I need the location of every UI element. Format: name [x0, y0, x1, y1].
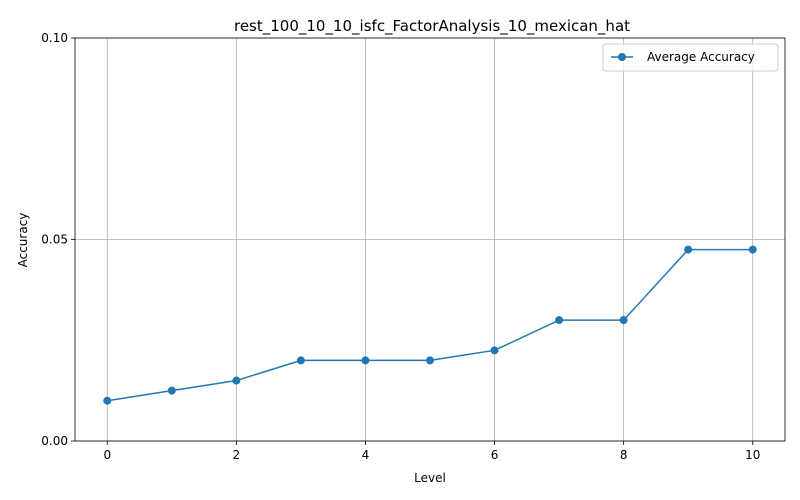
x-tick-label: 8 — [620, 448, 628, 462]
legend-label-average-accuracy: Average Accuracy — [647, 50, 755, 64]
chart-title: rest_100_10_10_isfc_FactorAnalysis_10_me… — [234, 17, 630, 36]
data-point — [296, 356, 305, 365]
grid — [75, 37, 785, 442]
x-tick-label: 4 — [362, 448, 370, 462]
data-point — [490, 346, 499, 355]
legend: Average Accuracy — [602, 43, 779, 72]
y-tick-label: 0.05 — [41, 233, 68, 247]
x-tick-label: 0 — [103, 448, 111, 462]
legend-box — [602, 43, 779, 72]
data-point — [232, 376, 241, 385]
series-line — [107, 248, 753, 402]
x-axis-label: Level — [414, 471, 446, 485]
data-point — [748, 245, 757, 254]
data-point — [103, 396, 112, 405]
data-point — [426, 356, 434, 365]
y-tick-label: 0.10 — [41, 31, 68, 45]
data-point — [361, 356, 370, 365]
data-point — [555, 316, 564, 325]
data-point — [619, 316, 628, 325]
y-tick-label: 0.00 — [41, 434, 68, 448]
ticks: 0 2 4 6 8 10 0.00 0.05 0.10 — [41, 31, 760, 462]
data-point — [167, 386, 176, 395]
x-tick-label: 2 — [233, 448, 241, 462]
x-tick-label: 6 — [491, 448, 499, 462]
series — [103, 245, 757, 405]
data-point — [684, 245, 693, 254]
x-tick-label: 10 — [745, 448, 760, 462]
y-axis-label: Accuracy — [16, 213, 30, 268]
legend-dot-marker — [618, 53, 626, 61]
